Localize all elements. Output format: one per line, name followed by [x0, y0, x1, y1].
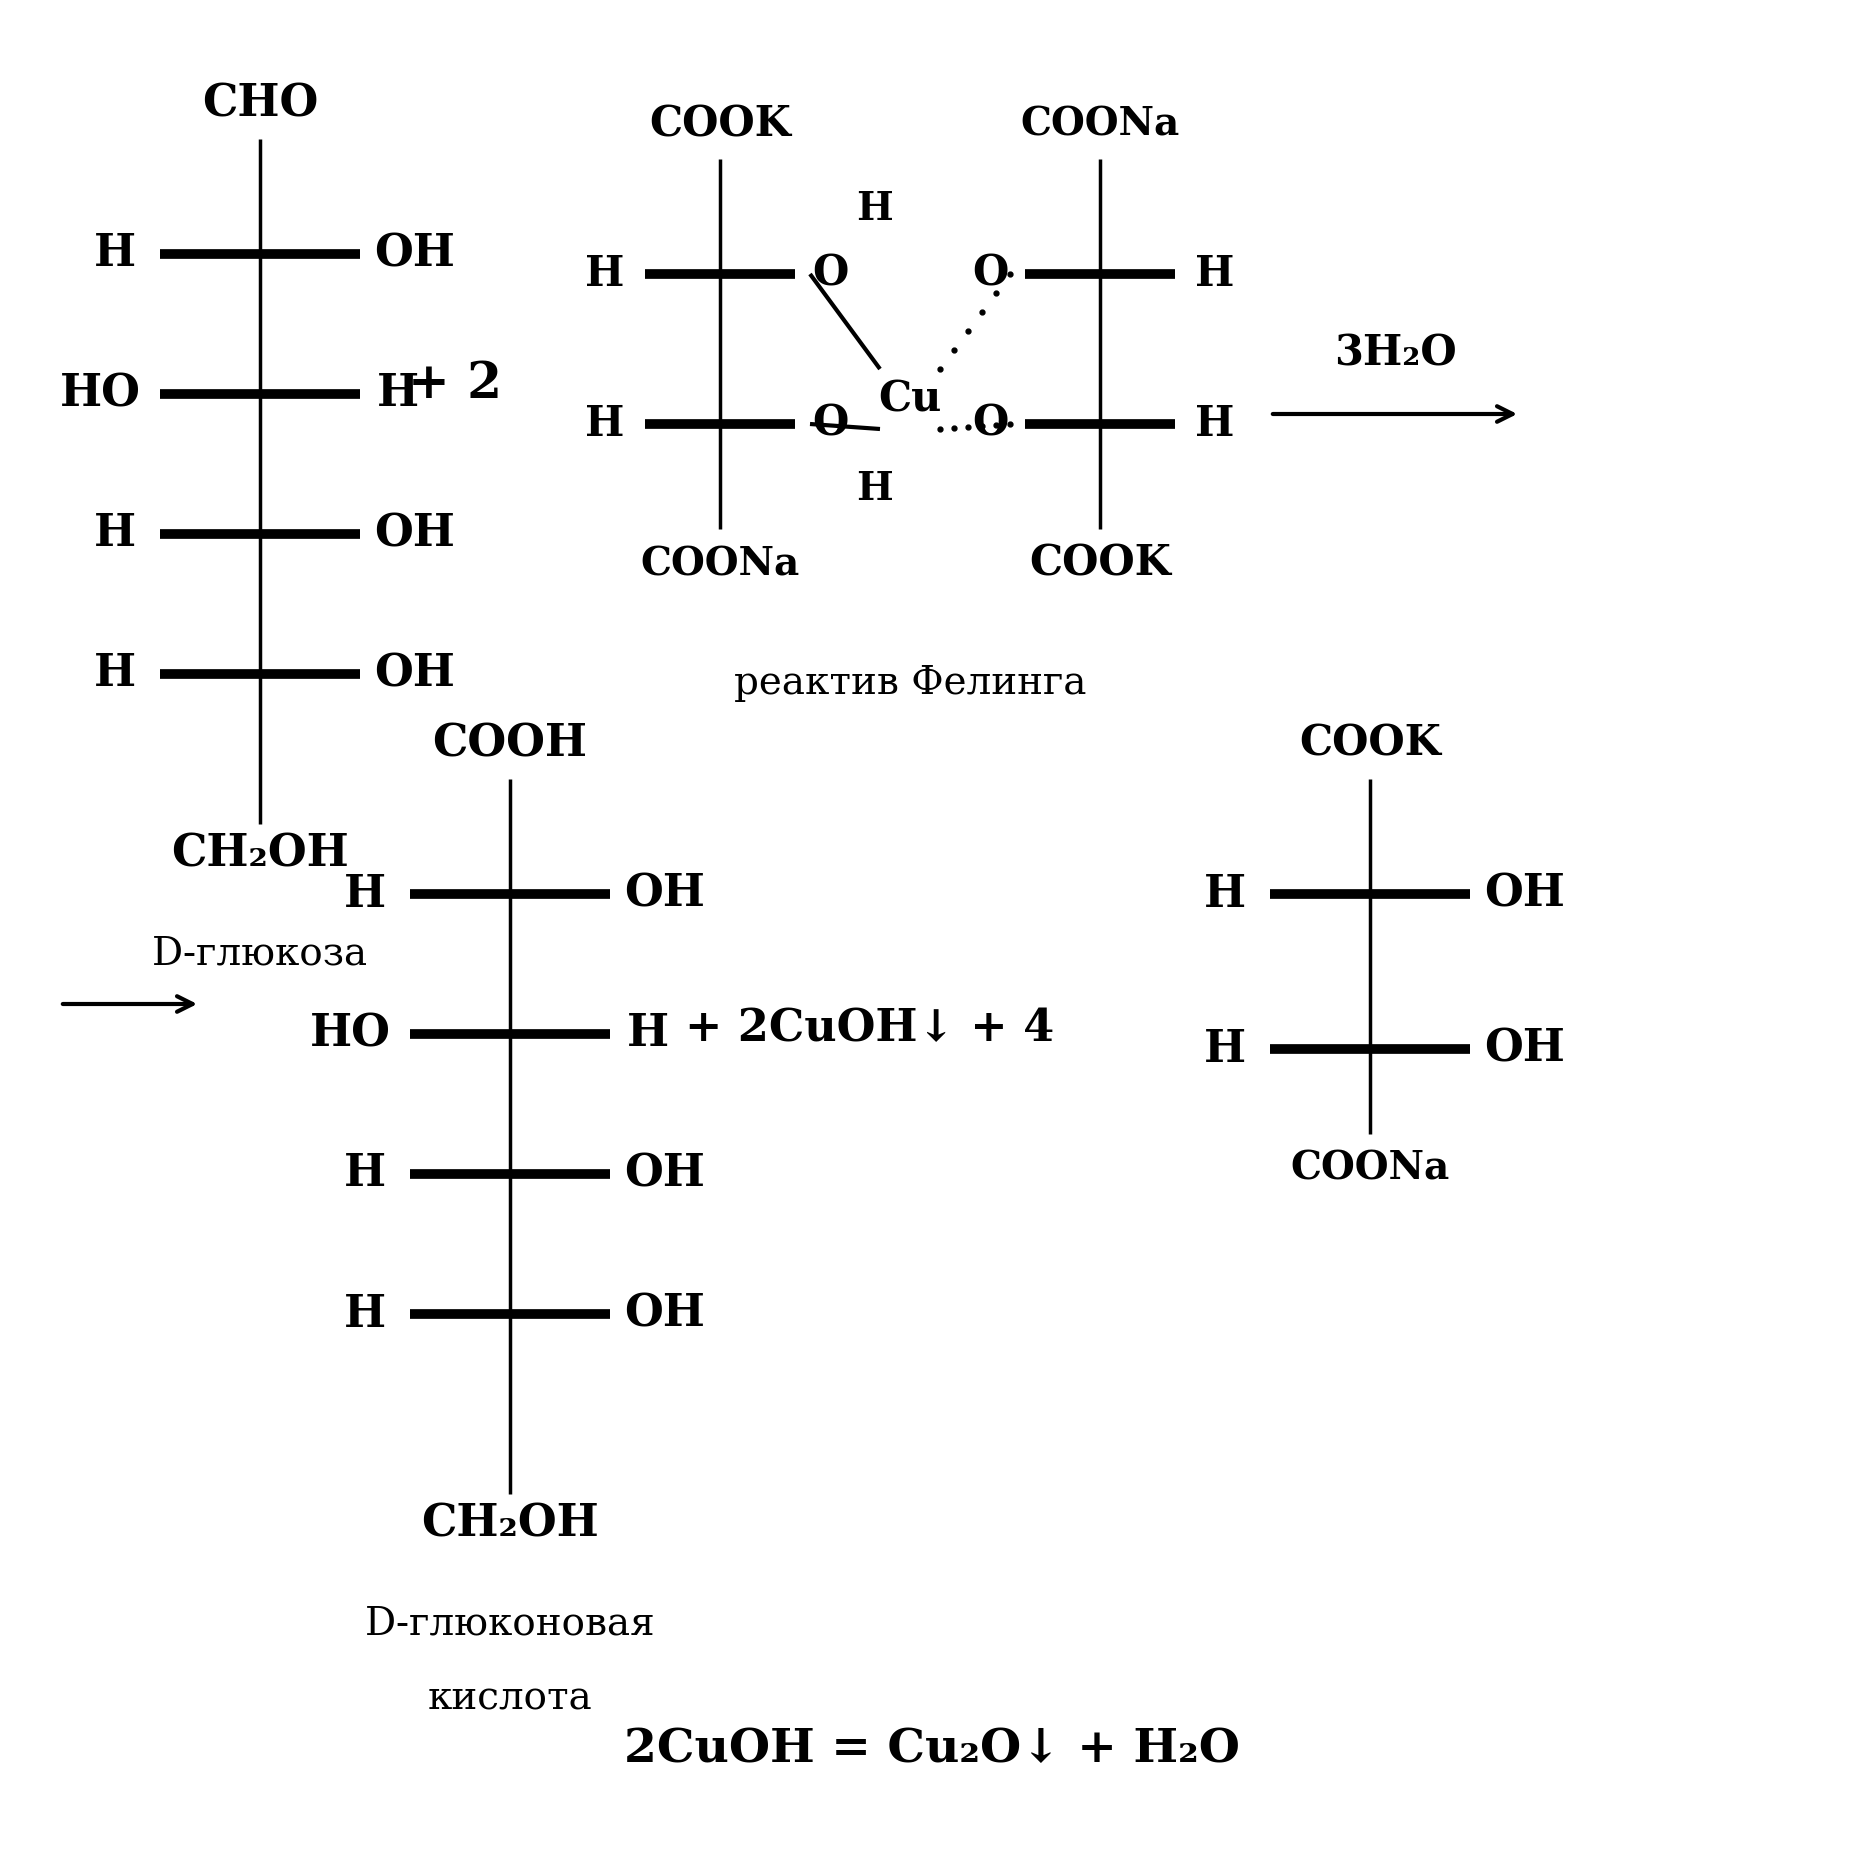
Text: CH₂OH: CH₂OH	[421, 1502, 598, 1545]
Text: H: H	[585, 403, 624, 445]
Text: O: O	[813, 254, 848, 295]
Text: 3H₂O: 3H₂O	[1333, 334, 1456, 375]
Text: H: H	[93, 652, 136, 695]
Text: CH₂OH: CH₂OH	[171, 833, 349, 876]
Text: COOK: COOK	[649, 103, 790, 145]
Text: H: H	[1204, 872, 1245, 915]
Text: реактив Фелинга: реактив Фелинга	[734, 665, 1087, 703]
Text: O: O	[971, 403, 1008, 445]
Text: OH: OH	[1484, 1027, 1566, 1070]
Text: H: H	[1195, 403, 1234, 445]
Text: 2CuOH = Cu₂O↓ + H₂O: 2CuOH = Cu₂O↓ + H₂O	[624, 1726, 1240, 1773]
Text: H: H	[626, 1012, 669, 1055]
Text: HO: HO	[309, 1012, 390, 1055]
Text: COOH: COOH	[432, 723, 587, 766]
Text: H: H	[377, 373, 419, 416]
Text: Cu: Cu	[878, 378, 941, 419]
Text: COOK: COOK	[1299, 723, 1441, 764]
Text: H: H	[857, 190, 893, 227]
Text: CHO: CHO	[201, 82, 319, 125]
Text: HO: HO	[60, 373, 140, 416]
Text: COOK: COOK	[1029, 542, 1171, 585]
Text: H: H	[1204, 1027, 1245, 1070]
Text: H: H	[585, 254, 624, 295]
Text: OH: OH	[375, 652, 455, 695]
Text: COONa: COONa	[1020, 104, 1180, 144]
Text: OH: OH	[624, 872, 705, 915]
Text: H: H	[345, 1152, 386, 1195]
Text: H: H	[345, 1292, 386, 1335]
Text: H: H	[1195, 254, 1234, 295]
Text: COONa: COONa	[641, 544, 800, 583]
Text: H: H	[93, 513, 136, 555]
Text: кислота: кислота	[427, 1681, 593, 1717]
Text: H: H	[345, 872, 386, 915]
Text: + 2CuOH↓ + 4: + 2CuOH↓ + 4	[686, 1008, 1055, 1051]
Text: O: O	[813, 403, 848, 445]
Text: OH: OH	[624, 1152, 705, 1195]
Text: D-глюконовая: D-глюконовая	[365, 1605, 656, 1642]
Text: OH: OH	[624, 1292, 705, 1335]
Text: H: H	[857, 470, 893, 509]
Text: O: O	[971, 254, 1008, 295]
Text: D-глюкоза: D-глюкоза	[153, 936, 367, 973]
Text: COONa: COONa	[1290, 1150, 1450, 1187]
Text: H: H	[93, 233, 136, 276]
Text: OH: OH	[1484, 872, 1566, 915]
Text: OH: OH	[375, 233, 455, 276]
Text: + 2: + 2	[408, 360, 501, 408]
Text: OH: OH	[375, 513, 455, 555]
